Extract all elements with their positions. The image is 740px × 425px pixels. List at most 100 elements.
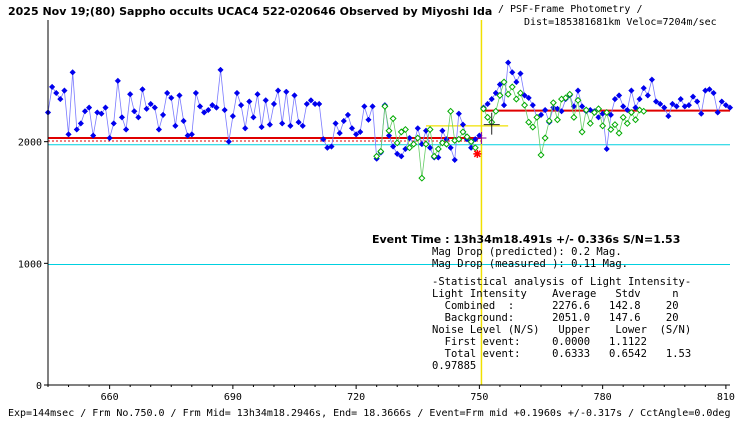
data-point [554, 105, 561, 112]
data-point [640, 107, 648, 115]
data-point [401, 125, 409, 134]
y-tick-label: 0 [36, 381, 42, 392]
data-point [459, 121, 467, 128]
data-point [549, 99, 557, 107]
data-point [361, 103, 368, 110]
data-point [279, 120, 286, 127]
data-point [180, 117, 187, 125]
data-point [274, 87, 282, 94]
event-time-label: Event Time : 13h34m18.491s +/- 0.336s S/… [372, 233, 680, 246]
noise-header: Noise Level (N/S) Upper Lower (S/N) [432, 324, 691, 336]
x-tick-label: 750 [470, 392, 488, 403]
data-point [414, 125, 421, 132]
data-point [603, 108, 611, 116]
data-point [496, 81, 504, 88]
data-point [176, 92, 183, 99]
y-tick-label: 2000 [18, 138, 42, 149]
data-point [525, 118, 533, 126]
data-point [500, 102, 508, 109]
chart-title: 2025 Nov 19;(80) Sappho occults UCAC4 52… [8, 5, 492, 18]
data-point [135, 114, 142, 121]
data-point [439, 127, 446, 134]
data-point [221, 106, 228, 114]
red-star-marker [473, 149, 482, 158]
plot-area [44, 20, 734, 385]
data-point [188, 131, 195, 138]
side-value: 0.97885 [432, 360, 476, 372]
data-point [508, 83, 516, 91]
data-point [509, 69, 516, 76]
data-point [246, 98, 253, 105]
data-point [631, 116, 640, 124]
data-point [648, 76, 656, 83]
data-point [365, 116, 372, 123]
data-point [496, 91, 504, 99]
footer-info: Exp=144msec / Frm No.750.0 / Frm Mid= 13… [8, 408, 730, 419]
data-point [500, 78, 508, 86]
data-point [726, 104, 734, 111]
data-point [106, 134, 113, 142]
data-point [229, 112, 237, 120]
data-point [213, 104, 220, 111]
y-tick-labels: 0 1000 2000 [18, 138, 48, 392]
data-point [463, 133, 471, 141]
data-point [582, 106, 590, 114]
data-point [414, 134, 422, 142]
chart-subtitle-2: Dist=185381681km Veloc=7204m/sec [524, 17, 717, 28]
data-point [718, 98, 725, 105]
data-point [369, 103, 376, 110]
data-point [504, 90, 512, 98]
data-point [627, 108, 635, 116]
data-point [455, 110, 462, 117]
data-point [541, 106, 549, 114]
data-point [397, 128, 405, 136]
data-point [69, 69, 76, 76]
data-point [258, 123, 265, 131]
data-point [657, 100, 664, 108]
x-tick-labels: 660 690 720 750 780 810 [47, 385, 735, 403]
data-point [85, 104, 93, 111]
data-point [114, 77, 121, 84]
data-point [595, 105, 603, 113]
stat-header: Light Intensity Average Stdv n [432, 288, 679, 300]
data-point [398, 153, 405, 160]
data-point [344, 111, 352, 119]
data-point [426, 144, 434, 151]
data-point [118, 114, 126, 121]
data-point [303, 100, 310, 108]
data-point [685, 102, 693, 109]
data-point [553, 116, 561, 124]
data-point [599, 122, 607, 130]
data-point [373, 152, 381, 160]
data-point [299, 122, 306, 130]
data-point [545, 117, 553, 125]
data-point [652, 98, 660, 105]
data-point [168, 94, 175, 102]
data-point [102, 104, 109, 111]
data-point [163, 89, 171, 97]
data-point [147, 100, 154, 108]
data-point [611, 95, 619, 103]
data-point [632, 104, 639, 111]
data-point [389, 115, 397, 123]
stat-combined: Combined : 2276.6 142.8 20 [432, 300, 679, 312]
mag-drop-predicted: Mag Drop (predicted): 0.2 Mag. [432, 246, 622, 258]
data-point [159, 111, 167, 119]
data-point [644, 92, 651, 99]
data-point [270, 100, 278, 108]
data-point [710, 89, 717, 97]
data-point [492, 107, 500, 115]
data-point [200, 109, 208, 116]
statistics-panel: Event Time : 13h34m18.491s +/- 0.336s S/… [372, 233, 691, 372]
data-point [698, 110, 705, 117]
data-point [283, 88, 290, 95]
data-point [562, 94, 570, 102]
data-point [615, 129, 623, 137]
data-point [77, 120, 85, 127]
data-point [459, 128, 467, 136]
data-point [389, 143, 397, 150]
data-point [287, 122, 294, 130]
data-point [48, 83, 56, 91]
data-point [574, 96, 582, 104]
data-point [607, 125, 615, 134]
